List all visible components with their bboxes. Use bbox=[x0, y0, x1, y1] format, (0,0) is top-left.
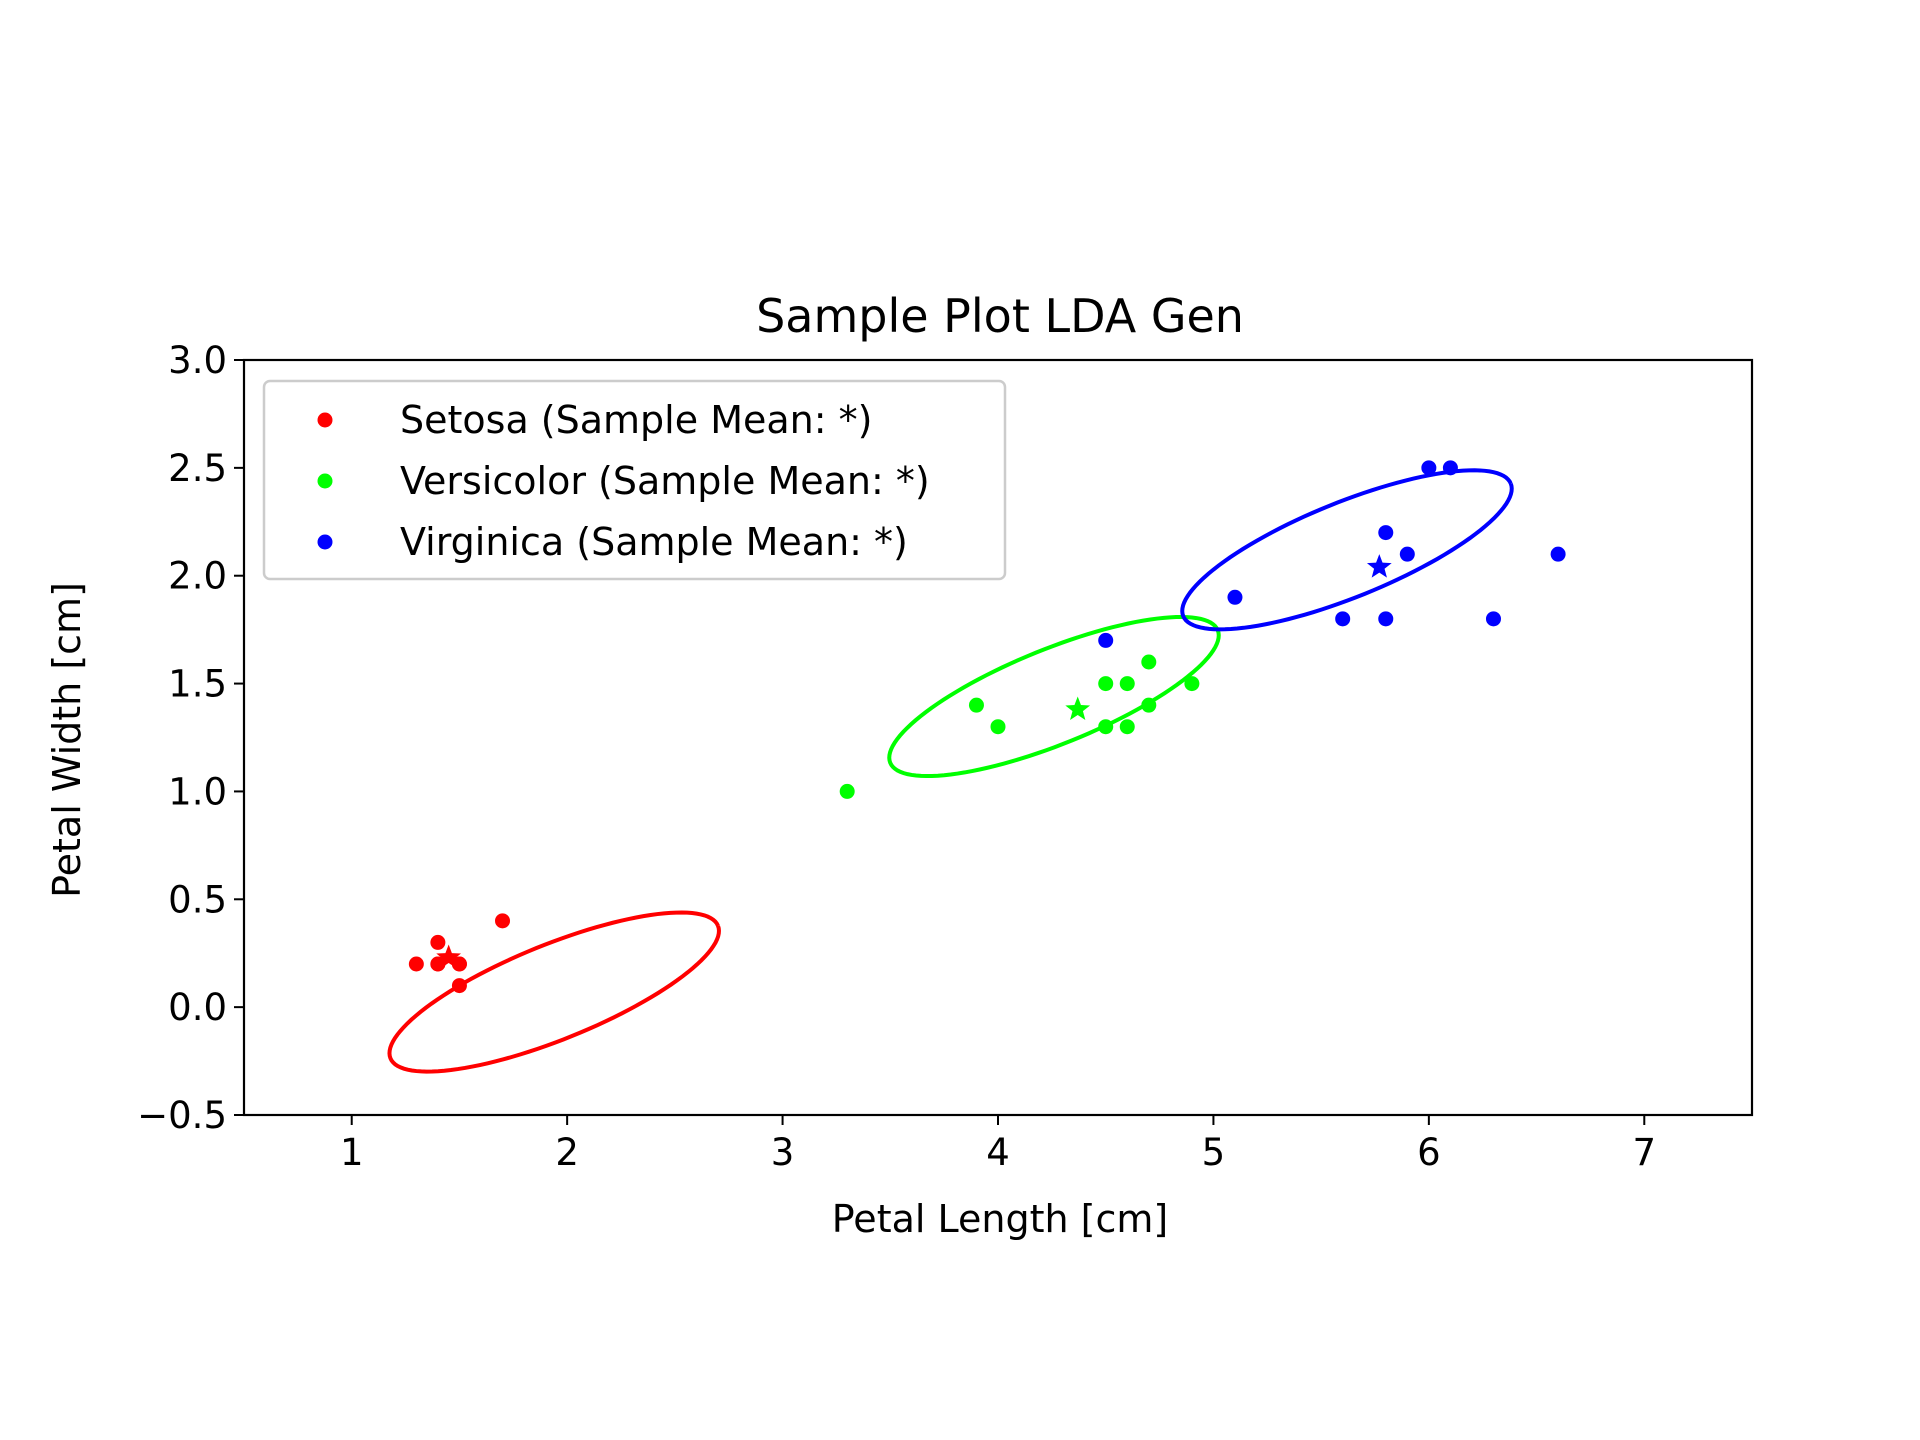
legend-label-2: Virginica (Sample Mean: *) bbox=[400, 520, 908, 564]
point-series-0-7 bbox=[451, 956, 467, 972]
point-series-1-0 bbox=[839, 783, 855, 799]
y-tick-label-2: 0.5 bbox=[168, 878, 227, 921]
point-series-1-1 bbox=[968, 697, 984, 713]
y-tick-label-4: 1.5 bbox=[168, 663, 227, 706]
ellipse-series-1 bbox=[887, 614, 1221, 779]
x-tick-label-5: 6 bbox=[1417, 1131, 1441, 1174]
legend: Setosa (Sample Mean: *) Versicolor (Sampl… bbox=[262, 379, 1007, 581]
y-tick-label-7: 3.0 bbox=[168, 339, 227, 382]
point-series-2-3 bbox=[1378, 611, 1394, 627]
y-axis-label: Petal Width [cm] bbox=[45, 582, 89, 898]
point-series-2-5 bbox=[1399, 546, 1415, 562]
point-series-1-7 bbox=[1141, 654, 1157, 670]
legend-marker-1 bbox=[317, 473, 333, 489]
point-series-2-7 bbox=[1442, 460, 1458, 476]
x-tick-label-6: 7 bbox=[1633, 1131, 1657, 1174]
point-series-1-4 bbox=[1098, 719, 1114, 735]
point-series-0-6 bbox=[430, 956, 446, 972]
y-tick-label-5: 2.0 bbox=[168, 555, 227, 598]
x-tick-label-4: 5 bbox=[1202, 1131, 1226, 1174]
y-tick-label-0: −0.5 bbox=[137, 1094, 227, 1137]
point-series-0-5 bbox=[495, 913, 511, 929]
series-1 bbox=[839, 614, 1221, 799]
axis-ticks: 1 2 3 4 5 6 7 −0.5 0.0 0.5 1.0 1.5 2.0 2.5 3.0 bbox=[137, 339, 1656, 1174]
legend-label-1: Versicolor (Sample Mean: *) bbox=[400, 459, 930, 503]
legend-label-0: Setosa (Sample Mean: *) bbox=[400, 398, 872, 442]
y-tick-label-1: 0.0 bbox=[168, 986, 227, 1029]
point-series-0-2 bbox=[430, 934, 446, 950]
x-tick-label-2: 3 bbox=[771, 1131, 795, 1174]
x-tick-label-3: 4 bbox=[986, 1131, 1010, 1174]
point-series-1-3 bbox=[1098, 676, 1114, 692]
x-tick-label-0: 1 bbox=[340, 1131, 364, 1174]
point-series-2-0 bbox=[1098, 632, 1114, 648]
legend-marker-2 bbox=[317, 534, 333, 550]
point-series-1-9 bbox=[1184, 676, 1200, 692]
point-series-2-9 bbox=[1550, 546, 1566, 562]
series-0 bbox=[387, 910, 721, 1074]
plot-area bbox=[242, 358, 1754, 1117]
legend-box bbox=[262, 379, 1007, 581]
y-tick-label-3: 1.0 bbox=[168, 770, 227, 813]
y-tick-label-6: 2.5 bbox=[168, 447, 227, 490]
point-series-2-4 bbox=[1378, 525, 1394, 541]
point-series-0-0 bbox=[408, 956, 424, 972]
point-series-1-2 bbox=[990, 719, 1006, 735]
mean-star-series-0 bbox=[436, 944, 462, 969]
ellipse-series-2 bbox=[1180, 468, 1514, 632]
ellipse-series-0 bbox=[387, 910, 721, 1074]
point-series-2-2 bbox=[1335, 611, 1351, 627]
point-series-0-4 bbox=[451, 978, 467, 994]
chart-title: Sample Plot LDA Gen bbox=[756, 289, 1244, 343]
x-tick-label-1: 2 bbox=[555, 1131, 579, 1174]
series-2 bbox=[1098, 460, 1566, 648]
point-series-1-5 bbox=[1119, 676, 1135, 692]
point-series-1-8 bbox=[1141, 697, 1157, 713]
mean-star-series-2 bbox=[1366, 554, 1392, 578]
point-series-1-6 bbox=[1119, 719, 1135, 735]
point-series-2-6 bbox=[1421, 460, 1437, 476]
data-marks bbox=[387, 460, 1566, 1074]
legend-marker-0 bbox=[317, 412, 333, 428]
point-series-2-8 bbox=[1485, 611, 1501, 627]
point-series-2-1 bbox=[1227, 589, 1243, 605]
x-axis-label: Petal Length [cm] bbox=[832, 1197, 1168, 1241]
mean-star-series-1 bbox=[1065, 696, 1091, 720]
